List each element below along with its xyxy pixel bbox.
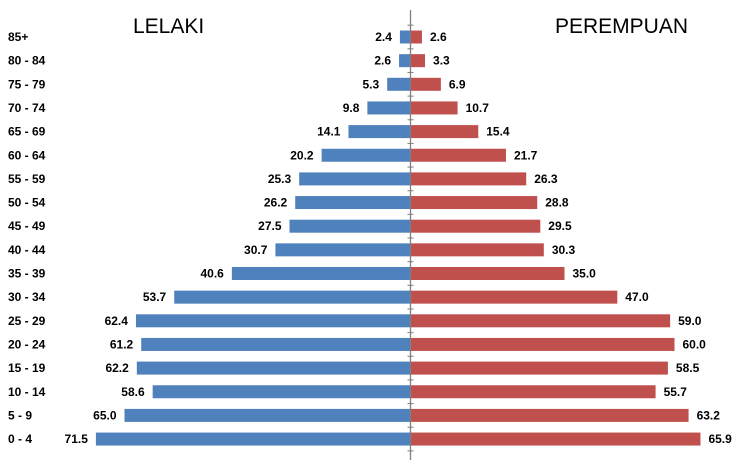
category-label: 15 - 19 — [8, 361, 46, 375]
bar-perempuan — [410, 290, 618, 304]
series-title-lelaki: LELAKI — [133, 15, 204, 38]
data-label-perempuan: 6.9 — [449, 77, 466, 91]
data-label-lelaki: 2.4 — [375, 30, 392, 44]
bar-lelaki — [399, 54, 411, 68]
data-label-lelaki: 5.3 — [362, 77, 379, 91]
data-label-lelaki: 14.1 — [317, 125, 341, 139]
bar-perempuan — [410, 314, 671, 328]
category-label: 40 - 44 — [8, 243, 46, 257]
bar-perempuan — [410, 408, 689, 422]
bar-lelaki — [231, 267, 411, 280]
bar-lelaki — [289, 219, 411, 233]
data-label-perempuan: 59.0 — [678, 314, 702, 328]
category-label: 75 - 79 — [8, 77, 46, 91]
category-label: 85+ — [8, 30, 28, 44]
bar-perempuan — [410, 385, 656, 399]
category-label: 0 - 4 — [8, 432, 32, 446]
bar-perempuan — [410, 30, 422, 44]
category-label: 25 - 29 — [8, 314, 46, 328]
data-label-lelaki: 25.3 — [268, 172, 292, 186]
data-label-perempuan: 58.5 — [676, 361, 700, 375]
data-label-perempuan: 26.3 — [534, 172, 558, 186]
bar-lelaki — [95, 432, 411, 446]
category-label: 20 - 24 — [8, 337, 46, 351]
data-label-lelaki: 53.7 — [143, 290, 167, 304]
data-label-perempuan: 28.8 — [545, 196, 569, 210]
category-label: 30 - 34 — [8, 290, 46, 304]
bar-lelaki — [399, 30, 411, 44]
data-label-perempuan: 10.7 — [466, 101, 490, 115]
data-label-lelaki: 65.0 — [93, 408, 117, 422]
bar-lelaki — [387, 77, 411, 91]
category-label: 60 - 64 — [8, 148, 46, 162]
data-label-lelaki: 62.2 — [105, 361, 129, 375]
data-label-perempuan: 21.7 — [514, 148, 538, 162]
bar-lelaki — [275, 243, 411, 257]
bar-perempuan — [410, 172, 527, 186]
category-label: 70 - 74 — [8, 101, 46, 115]
bar-perempuan — [410, 54, 426, 68]
data-label-perempuan: 3.3 — [433, 54, 450, 68]
bar-perempuan — [410, 219, 541, 233]
data-label-perempuan: 55.7 — [664, 385, 688, 399]
data-label-perempuan: 65.9 — [708, 432, 732, 446]
bar-lelaki — [174, 290, 411, 304]
bar-lelaki — [295, 196, 411, 210]
data-label-lelaki: 20.2 — [290, 148, 314, 162]
data-label-perempuan: 15.4 — [486, 125, 510, 139]
bar-perempuan — [410, 196, 538, 210]
bar-lelaki — [136, 361, 411, 375]
bar-lelaki — [321, 148, 411, 162]
data-label-perempuan: 2.6 — [430, 30, 447, 44]
data-label-perempuan: 63.2 — [697, 408, 721, 422]
category-label: 50 - 54 — [8, 196, 46, 210]
bar-lelaki — [152, 385, 411, 399]
category-label: 45 - 49 — [8, 219, 46, 233]
bar-perempuan — [410, 432, 701, 446]
bar-perempuan — [410, 125, 479, 139]
category-label: 5 - 9 — [8, 408, 32, 422]
category-label: 35 - 39 — [8, 267, 46, 281]
data-label-lelaki: 27.5 — [258, 219, 282, 233]
bar-lelaki — [299, 172, 411, 186]
data-label-perempuan: 35.0 — [573, 267, 597, 281]
bar-lelaki — [367, 101, 411, 115]
data-label-lelaki: 30.7 — [244, 243, 268, 257]
bar-perempuan — [410, 361, 668, 375]
data-label-perempuan: 29.5 — [548, 219, 572, 233]
series-title-perempuan: PEREMPUAN — [555, 15, 688, 38]
bar-perempuan — [410, 101, 458, 115]
category-label: 10 - 14 — [8, 385, 46, 399]
bar-lelaki — [135, 314, 411, 328]
data-label-lelaki: 2.6 — [374, 54, 391, 68]
data-label-perempuan: 30.3 — [552, 243, 576, 257]
category-label: 55 - 59 — [8, 172, 46, 186]
data-label-lelaki: 26.2 — [264, 196, 288, 210]
bar-lelaki — [348, 125, 411, 139]
bar-perempuan — [410, 267, 565, 280]
data-label-lelaki: 40.6 — [201, 267, 225, 281]
bar-perempuan — [410, 243, 544, 257]
data-label-lelaki: 62.4 — [105, 314, 129, 328]
bar-perempuan — [410, 148, 506, 162]
bar-lelaki — [141, 337, 411, 351]
data-label-perempuan: 60.0 — [683, 337, 707, 351]
data-label-lelaki: 58.6 — [121, 385, 145, 399]
data-label-lelaki: 9.8 — [343, 101, 360, 115]
data-label-lelaki: 61.2 — [110, 337, 134, 351]
bar-lelaki — [124, 408, 411, 422]
category-label: 65 - 69 — [8, 125, 46, 139]
data-label-lelaki: 71.5 — [65, 432, 89, 446]
data-label-perempuan: 47.0 — [625, 290, 649, 304]
bar-perempuan — [410, 77, 441, 91]
category-label: 80 - 84 — [8, 54, 46, 68]
bar-perempuan — [410, 337, 675, 351]
